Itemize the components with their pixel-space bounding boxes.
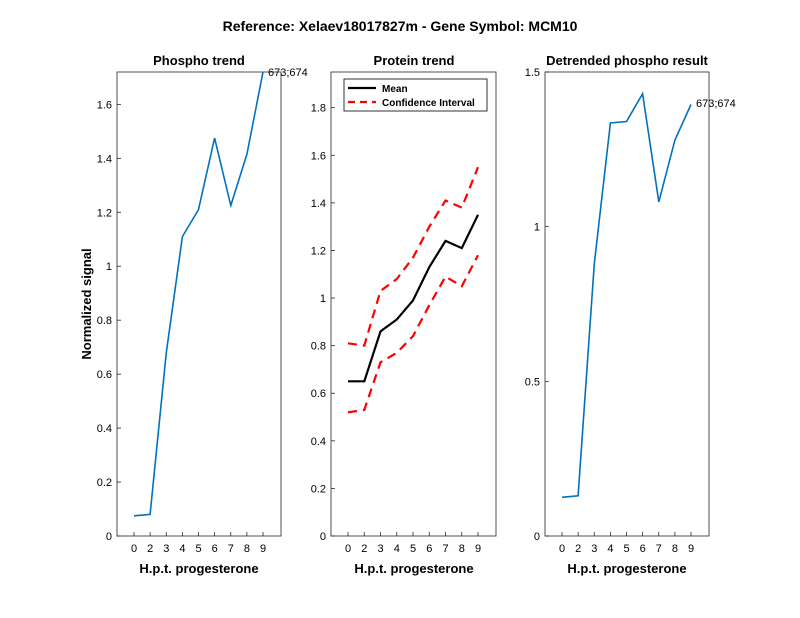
protein-trend-xtick-label: 0 [345, 543, 351, 555]
phospho-trend-ytick-label: 0.2 [97, 477, 112, 489]
phospho-trend-ytick-label: 1.4 [97, 153, 112, 165]
phospho-trend-xtick-label: 5 [195, 543, 201, 555]
protein-trend-series [347, 166, 480, 414]
phospho-trend-ytick-label: 1.2 [97, 207, 112, 219]
protein-trend-title: Protein trend [374, 53, 455, 68]
protein-trend-xtick-label: 4 [394, 543, 400, 555]
detrended-phospho-ytick-label: 0.5 [525, 376, 540, 388]
detrended-phospho-xtick-label: 8 [672, 543, 678, 555]
detrended-phospho-xtick-label: 5 [623, 543, 629, 555]
protein-trend-axes-box [330, 71, 497, 537]
protein-trend-ytick-label: 0 [320, 531, 326, 543]
protein-trend-xtick-label: 5 [410, 543, 416, 555]
phospho-trend-ytick-label: 1 [106, 261, 112, 273]
detrended-phospho-xtick-label: 7 [656, 543, 662, 555]
protein-trend-series-line-0 [348, 214, 479, 383]
protein-trend-xtick-label: 6 [426, 543, 432, 555]
detrended-phospho-xlabel: H.p.t. progesterone [567, 561, 686, 576]
protein-trend-axes: 0 2 3 4 5 6 7 8 900.20.40.60.811.21.41.61.8 [311, 71, 497, 555]
detrended-phospho-title: Detrended phospho result [546, 53, 708, 68]
protein-trend-series-line-1 [347, 166, 480, 347]
legend-mean-label: Mean [382, 84, 408, 95]
detrended-phospho-series-line-0 [561, 91, 692, 499]
detrended-phospho-axes-box [544, 71, 710, 537]
phospho-trend-xtick-label: 0 [131, 543, 137, 555]
protein-trend-xtick-label: 9 [475, 543, 481, 555]
phospho-trend-ytick-label: 0 [106, 531, 112, 543]
protein-trend-ytick-label: 0.4 [311, 436, 326, 448]
detrended-phospho-ytick-label: 0 [534, 531, 540, 543]
protein-trend-ytick-label: 1.4 [311, 198, 326, 210]
legend-ci-label: Confidence Interval [382, 98, 475, 109]
detrended-phospho-ytick-label: 1.5 [525, 67, 540, 79]
protein-trend-ytick-label: 1.6 [311, 150, 326, 162]
phospho-trend-xtick-label: 3 [163, 543, 169, 555]
detrended-phospho-annotation: 673;674 [696, 98, 736, 110]
phospho-trend-ytick-label: 0.8 [97, 315, 112, 327]
detrended-phospho-xtick-label: 4 [607, 543, 613, 555]
figure-suptitle: Reference: Xelaev18017827m - Gene Symbol… [223, 18, 578, 34]
legend-box [343, 78, 488, 112]
detrended-phospho-xtick-label: 2 [575, 543, 581, 555]
phospho-trend-xtick-label: 4 [179, 543, 185, 555]
phospho-trend-ytick-label: 0.4 [97, 423, 112, 435]
phospho-trend-series-line-0 [133, 71, 264, 517]
phospho-trend-xlabel: H.p.t. progesterone [139, 561, 258, 576]
protein-trend-legend: Mean Confidence Interval [343, 78, 488, 112]
protein-trend-xlabel: H.p.t. progesterone [354, 561, 473, 576]
protein-trend-ytick-label: 0.6 [311, 388, 326, 400]
phospho-trend-xtick-label: 8 [244, 543, 250, 555]
detrended-phospho-panel: Detrended phospho result H.p.t. progeste… [525, 53, 736, 576]
protein-trend-ytick-label: 0.2 [311, 483, 326, 495]
protein-trend-xtick-label: 7 [442, 543, 448, 555]
protein-trend-xtick-label: 3 [377, 543, 383, 555]
phospho-trend-ytick-label: 0.6 [97, 369, 112, 381]
protein-trend-ytick-label: 1.8 [311, 103, 326, 115]
protein-trend-xtick-label: 8 [459, 543, 465, 555]
detrended-phospho-series [561, 91, 692, 499]
phospho-trend-axes: 0 2 3 4 5 6 7 8 900.20.40.60.811.21.41.6 [97, 71, 282, 555]
detrended-phospho-xtick-label: 3 [591, 543, 597, 555]
detrended-phospho-xtick-label: 9 [688, 543, 694, 555]
phospho-trend-annotation: 673;674 [268, 67, 308, 79]
protein-trend-series-line-2 [347, 254, 479, 414]
phospho-trend-panel: Phospho trend H.p.t. progesterone Normal… [79, 53, 308, 576]
phospho-trend-xtick-label: 6 [212, 543, 218, 555]
phospho-trend-xtick-label: 9 [260, 543, 266, 555]
phospho-trend-series [133, 71, 264, 517]
protein-trend-ytick-label: 1 [320, 293, 326, 305]
detrended-phospho-ytick-label: 1 [534, 222, 540, 234]
phospho-trend-ylabel: Normalized signal [79, 248, 94, 359]
phospho-trend-xtick-label: 7 [228, 543, 234, 555]
phospho-trend-ytick-label: 1.6 [97, 99, 112, 111]
detrended-phospho-xtick-label: 6 [640, 543, 646, 555]
protein-trend-ytick-label: 0.8 [311, 341, 326, 353]
phospho-trend-axes-box [116, 71, 282, 537]
phospho-trend-title: Phospho trend [153, 53, 245, 68]
protein-trend-xtick-label: 2 [361, 543, 367, 555]
detrended-phospho-axes: 0 2 3 4 5 6 7 8 900.511.5 [525, 67, 710, 555]
protein-trend-ytick-label: 1.2 [311, 245, 326, 257]
detrended-phospho-xtick-label: 0 [559, 543, 565, 555]
phospho-trend-xtick-label: 2 [147, 543, 153, 555]
